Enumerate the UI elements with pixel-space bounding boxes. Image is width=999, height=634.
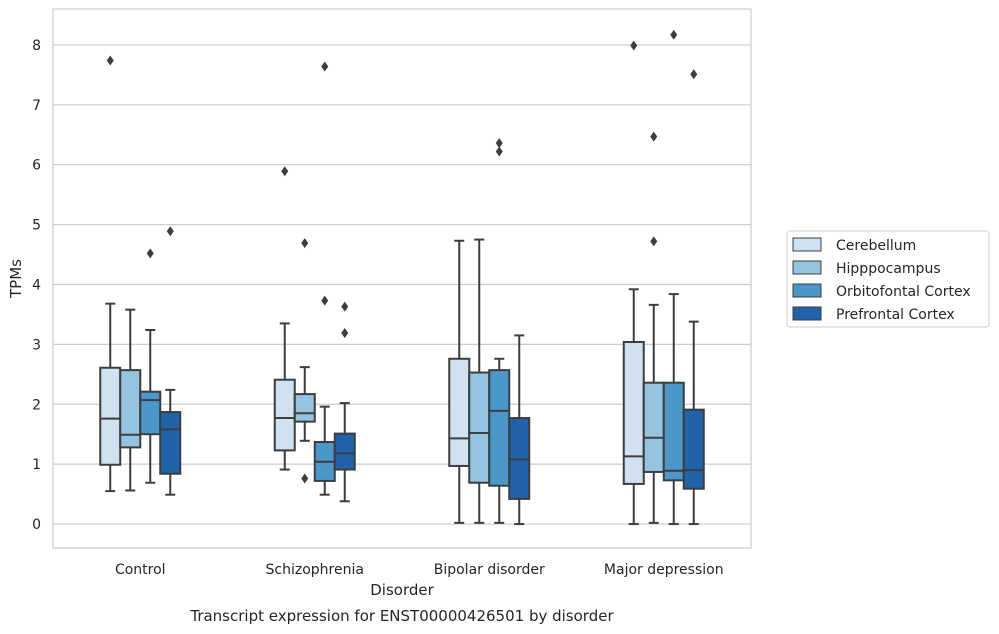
box-group <box>508 334 531 526</box>
y-tick-label: 8 <box>32 38 41 54</box>
outlier-point <box>690 69 698 80</box>
box-group <box>139 248 162 484</box>
box-group <box>333 301 356 503</box>
y-tick-label: 1 <box>32 457 41 473</box>
y-tick-label: 4 <box>32 277 41 293</box>
box-group <box>448 239 471 524</box>
box-iqr <box>622 340 645 485</box>
legend-swatch <box>792 237 822 252</box>
legend-label: Hipppocampus <box>836 261 941 277</box>
outlier-point <box>146 248 154 259</box>
tick-labels: 0 1 2 3 4 5 6 7 8 Control Schizophrenia Bipolar dis… <box>32 38 724 578</box>
box-iqr <box>293 393 316 423</box>
box-iqr <box>159 411 182 475</box>
box-group <box>662 29 685 526</box>
y-tick-label: 3 <box>32 337 41 353</box>
boxes-layer <box>99 29 705 526</box>
legend-swatch <box>792 306 822 321</box>
legend-frame <box>786 230 990 328</box>
x-tick-label: Schizophrenia <box>266 562 364 578</box>
outlier-point <box>650 236 658 247</box>
x-tick-label: Bipolar disorder <box>434 562 545 578</box>
box-iqr <box>488 369 511 487</box>
legend-label: Prefrontal Cortex <box>836 307 955 323</box>
outlier-point <box>281 166 289 177</box>
outlier-point <box>301 473 309 484</box>
box-group <box>273 166 296 471</box>
box-iqr <box>642 381 665 473</box>
x-axis-label: Disorder <box>370 581 434 599</box>
box-iqr <box>682 408 705 490</box>
x-tick-label: Major depression <box>604 562 724 578</box>
legend: Cerebellum Hipppocampus Orbitofontal Corte… <box>786 230 990 328</box>
box-iqr <box>99 366 122 466</box>
box-iqr <box>448 357 471 467</box>
box-iqr <box>468 371 491 484</box>
outlier-point <box>341 301 349 312</box>
chart-caption: Transcript expression for ENST0000042650… <box>189 607 614 625</box>
outlier-point <box>106 55 114 66</box>
box-group <box>313 61 336 496</box>
outlier-point <box>301 238 309 249</box>
legend-swatch <box>792 260 822 275</box>
box-iqr <box>662 381 685 482</box>
outlier-point <box>495 138 503 149</box>
outlier-point <box>321 61 329 72</box>
box-group <box>293 238 316 484</box>
legend-swatch <box>792 283 822 298</box>
outlier-point <box>650 131 658 142</box>
box-group <box>159 226 182 496</box>
legend-label: Orbitofontal Cortex <box>836 284 971 300</box>
y-tick-label: 2 <box>32 397 41 413</box>
outlier-point <box>166 226 174 237</box>
outlier-point <box>495 146 503 157</box>
y-tick-label: 7 <box>32 98 41 114</box>
outlier-point <box>630 40 638 51</box>
box-iqr <box>333 432 356 471</box>
y-tick-label: 5 <box>32 218 41 234</box>
legend-label: Cerebellum <box>836 238 916 254</box>
box-iqr <box>139 390 162 436</box>
y-axis-label: TPMs <box>7 259 25 299</box>
plot-frame <box>52 8 752 549</box>
outlier-point <box>341 327 349 338</box>
box-group <box>682 69 705 526</box>
outlier-point <box>670 29 678 40</box>
y-tick-label: 6 <box>32 158 41 174</box>
outlier-point <box>321 295 329 306</box>
y-tick-label: 0 <box>32 517 41 533</box>
box-group <box>119 308 142 492</box>
box-iqr <box>273 378 296 452</box>
x-tick-label: Control <box>115 562 166 578</box>
